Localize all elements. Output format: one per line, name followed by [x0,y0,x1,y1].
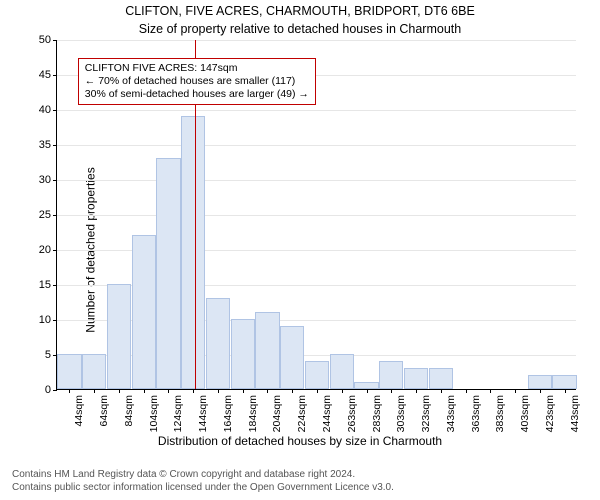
histogram-bar [354,382,378,389]
xtick-mark [342,389,343,393]
xtick-mark [540,389,541,393]
xtick-label: 204sqm [271,395,283,432]
ytick-mark [53,250,57,251]
ytick-label: 5 [45,349,51,361]
histogram-bar [82,354,106,389]
histogram-bar [330,354,354,389]
xtick-label: 84sqm [123,395,135,427]
histogram-bar [57,354,81,389]
xtick-mark [94,389,95,393]
ytick-label: 35 [39,139,51,151]
xtick-mark [218,389,219,393]
histogram-bar [280,326,304,389]
xtick-mark [144,389,145,393]
xtick-mark [69,389,70,393]
xtick-mark [193,389,194,393]
xtick-label: 44sqm [73,395,85,427]
histogram-bar [429,368,453,389]
xtick-mark [391,389,392,393]
xtick-label: 363sqm [470,395,482,432]
ytick-mark [53,145,57,146]
histogram-bar [379,361,403,389]
annotation-line: CLIFTON FIVE ACRES: 147sqm [85,62,309,75]
ytick-label: 40 [39,104,51,116]
xtick-mark [565,389,566,393]
ytick-mark [53,180,57,181]
ytick-label: 30 [39,174,51,186]
histogram-plot: 0510152025303540455044sqm64sqm84sqm104sq… [56,40,576,390]
grid-line [57,215,576,216]
xtick-label: 383sqm [494,395,506,432]
copyright-footer: Contains HM Land Registry data © Crown c… [12,468,588,494]
xtick-mark [515,389,516,393]
xtick-label: 64sqm [98,395,110,427]
grid-line [57,145,576,146]
xtick-label: 224sqm [296,395,308,432]
ytick-label: 15 [39,279,51,291]
histogram-bar [107,284,131,389]
ytick-mark [53,110,57,111]
xtick-label: 283sqm [371,395,383,432]
histogram-bar [181,116,205,389]
xtick-label: 263sqm [346,395,358,432]
xtick-label: 104sqm [148,395,160,432]
grid-line [57,110,576,111]
ytick-label: 10 [39,314,51,326]
ytick-mark [53,215,57,216]
histogram-bar [132,235,156,389]
xtick-label: 403sqm [519,395,531,432]
xtick-mark [267,389,268,393]
annotation-line: ← 70% of detached houses are smaller (11… [85,75,309,88]
xtick-mark [466,389,467,393]
xtick-mark [119,389,120,393]
xtick-label: 164sqm [222,395,234,432]
ytick-label: 20 [39,244,51,256]
xtick-label: 423sqm [544,395,556,432]
annotation-line: 30% of semi-detached houses are larger (… [85,88,309,101]
ytick-label: 50 [39,34,51,46]
histogram-bar [206,298,230,389]
histogram-bar [231,319,255,389]
annotation-box: CLIFTON FIVE ACRES: 147sqm← 70% of detac… [78,58,316,105]
xtick-label: 323sqm [420,395,432,432]
xtick-label: 303sqm [395,395,407,432]
xtick-label: 144sqm [197,395,209,432]
xtick-mark [168,389,169,393]
histogram-bar [255,312,279,389]
x-axis-label: Distribution of detached houses by size … [0,434,600,448]
copyright-line-2: Contains public sector information licen… [12,481,588,494]
ytick-mark [53,320,57,321]
copyright-line-1: Contains HM Land Registry data © Crown c… [12,468,588,481]
histogram-bar [404,368,428,389]
xtick-mark [490,389,491,393]
xtick-mark [292,389,293,393]
ytick-mark [53,285,57,286]
xtick-mark [416,389,417,393]
ytick-mark [53,40,57,41]
xtick-label: 244sqm [321,395,333,432]
xtick-label: 184sqm [247,395,259,432]
histogram-bar [305,361,329,389]
histogram-bar [156,158,180,389]
xtick-mark [441,389,442,393]
histogram-bar [528,375,552,389]
xtick-label: 124sqm [172,395,184,432]
grid-line [57,40,576,41]
chart-title: CLIFTON, FIVE ACRES, CHARMOUTH, BRIDPORT… [0,4,600,18]
histogram-bar [552,375,576,389]
xtick-mark [243,389,244,393]
xtick-mark [317,389,318,393]
ytick-label: 45 [39,69,51,81]
grid-line [57,180,576,181]
ytick-label: 25 [39,209,51,221]
xtick-label: 343sqm [445,395,457,432]
ytick-label: 0 [45,384,51,396]
ytick-mark [53,75,57,76]
xtick-mark [367,389,368,393]
ytick-mark [53,390,57,391]
xtick-label: 443sqm [569,395,581,432]
chart-subtitle: Size of property relative to detached ho… [0,22,600,36]
